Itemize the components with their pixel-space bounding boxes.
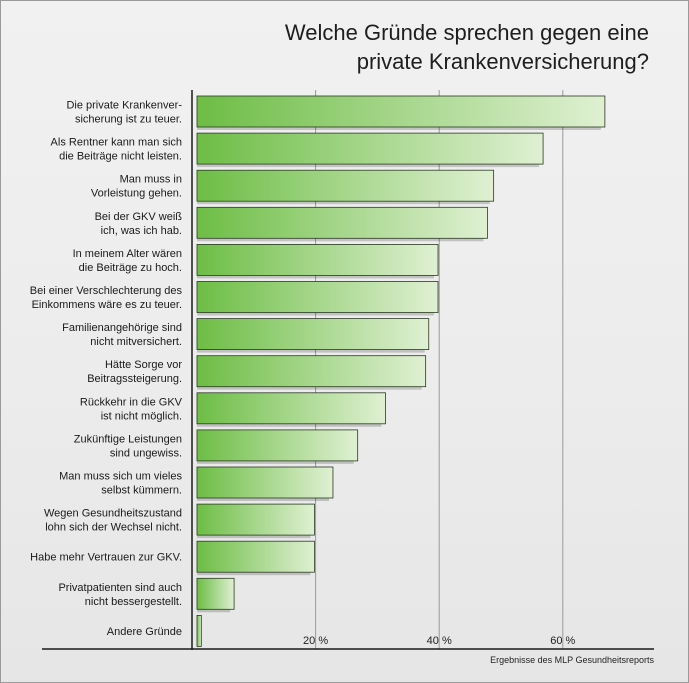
category-label-line: Die private Krankenver- [66, 100, 182, 112]
category-label-line: nicht bessergestellt. [85, 596, 182, 608]
category-label: Andere Gründe [107, 626, 182, 638]
bar [196, 355, 427, 388]
category-label: Man muss sich um vieles selbst kümmern. [59, 471, 182, 497]
bar [196, 615, 202, 647]
chart-title: Welche Gründe sprechen gegen eine privat… [89, 18, 649, 76]
x-tick-labels: 20 % 40 % 60 % [303, 635, 575, 647]
category-label: Bei einer Verschlechterung des Einkommens… [30, 285, 183, 311]
bar [196, 577, 235, 610]
category-label-line: ist nicht möglich. [101, 410, 182, 422]
category-label: Wegen Gesundheitszustand lohn sich der We… [44, 508, 182, 534]
category-label-line: Einkommens wäre es zu teuer. [32, 299, 182, 311]
category-label-line: Privatpatienten sind auch [58, 582, 182, 594]
bar [196, 206, 488, 239]
x-tick-label: 40 % [427, 635, 452, 647]
category-label-line: Bei der GKV weiß [95, 211, 183, 223]
category-label-line: Andere Gründe [107, 626, 182, 638]
bar [196, 132, 544, 165]
bar [196, 392, 386, 425]
chart-title-line-2: private Krankenversicherung? [356, 49, 649, 74]
category-label-line: Hätte Sorge vor [105, 359, 182, 371]
category-label-line: Wegen Gesundheitszustand [44, 508, 182, 520]
category-label: Rückkehr in die GKV ist nicht möglich. [80, 396, 183, 422]
category-label-line: Beitragssteigerung. [87, 373, 182, 385]
category-label-line: selbst kümmern. [101, 485, 182, 497]
x-tick-label: 20 % [303, 635, 328, 647]
category-label-line: Bei einer Verschlechterung des [30, 285, 183, 297]
category-label-line: die Beiträge zu hoch. [79, 262, 182, 274]
bar [196, 318, 430, 351]
category-label-line: Man muss in [120, 174, 182, 186]
category-label: Habe mehr Vertrauen zur GKV. [30, 552, 182, 564]
category-label-line: Rückkehr in die GKV [80, 396, 183, 408]
category-label: Bei der GKV weiß ich, was ich hab. [95, 211, 183, 237]
bar [196, 466, 334, 499]
category-label: Privatpatienten sind auch nicht besserges… [58, 582, 182, 608]
category-label: Die private Krankenver-sicherung ist zu … [66, 100, 182, 126]
category-label-line: nicht mitversichert. [90, 336, 182, 348]
category-label-line: ich, was ich hab. [101, 225, 182, 237]
bar [196, 281, 439, 313]
category-label: Hätte Sorge vor Beitragssteigerung. [87, 359, 182, 385]
category-label-line: Habe mehr Vertrauen zur GKV. [30, 552, 182, 564]
bar [196, 540, 315, 573]
category-labels: Die private Krankenver-sicherung ist zu … [30, 100, 183, 638]
bar [196, 429, 359, 462]
category-label-line: lohn sich der Wechsel nicht. [45, 522, 182, 534]
category-label-line: Vorleistung gehen. [91, 188, 182, 200]
chart-title-line-1: Welche Gründe sprechen gegen eine [284, 20, 649, 45]
category-label: Zukünftige Leistungen sind ungewiss. [74, 433, 182, 459]
category-label-line: Als Rentner kann man sich [51, 137, 182, 149]
category-label-line: sind ungewiss. [110, 447, 182, 459]
category-label-line: Familienangehörige sind [62, 322, 182, 334]
bar [196, 503, 315, 536]
bar [196, 169, 495, 202]
category-label-line: Zukünftige Leistungen [74, 433, 182, 445]
category-label: Man muss in Vorleistung gehen. [91, 174, 182, 200]
x-tick-label: 60 % [550, 635, 575, 647]
category-label-line: In meinem Alter wären [73, 248, 182, 260]
bar [196, 95, 606, 128]
category-label: Familienangehörige sind nicht mitversiche… [62, 322, 182, 348]
category-label: In meinem Alter wären die Beiträge zu hoc… [73, 248, 182, 274]
category-label: Als Rentner kann man sich die Beiträge ni… [51, 137, 182, 163]
category-label-line: sicherung ist zu teuer. [75, 114, 182, 126]
category-label-line: Man muss sich um vieles [59, 471, 182, 483]
bars [196, 95, 606, 650]
category-label-line: die Beiträge nicht leisten. [59, 151, 182, 163]
bar [196, 243, 439, 276]
source-note: Ergebnisse des MLP Gesundheitsreports [490, 655, 654, 665]
